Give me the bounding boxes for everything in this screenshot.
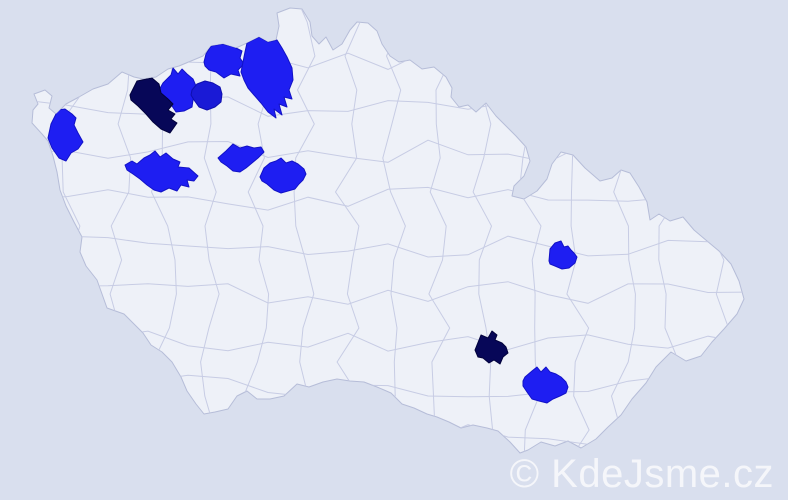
- highlighted-district-nw-northeast[interactable]: [240, 36, 294, 119]
- district-border-line: [32, 233, 744, 258]
- country-shape: [31, 7, 745, 454]
- highlighted-district-central-left[interactable]: [217, 143, 265, 173]
- highlighted-district-south-dark[interactable]: [474, 330, 509, 365]
- highlighted-district-east-central[interactable]: [548, 240, 578, 270]
- highlighted-district-west-central[interactable]: [124, 150, 199, 193]
- highlighted-district-central-right[interactable]: [259, 157, 307, 194]
- highlighted-district-nw-east[interactable]: [190, 80, 223, 111]
- highlighted-district-nw-dark[interactable]: [129, 77, 178, 134]
- district-border-line: [32, 280, 744, 305]
- highlighted-district-south[interactable]: [522, 366, 569, 404]
- district-border-line: [0, 470, 788, 493]
- district-border-line: [32, 421, 744, 447]
